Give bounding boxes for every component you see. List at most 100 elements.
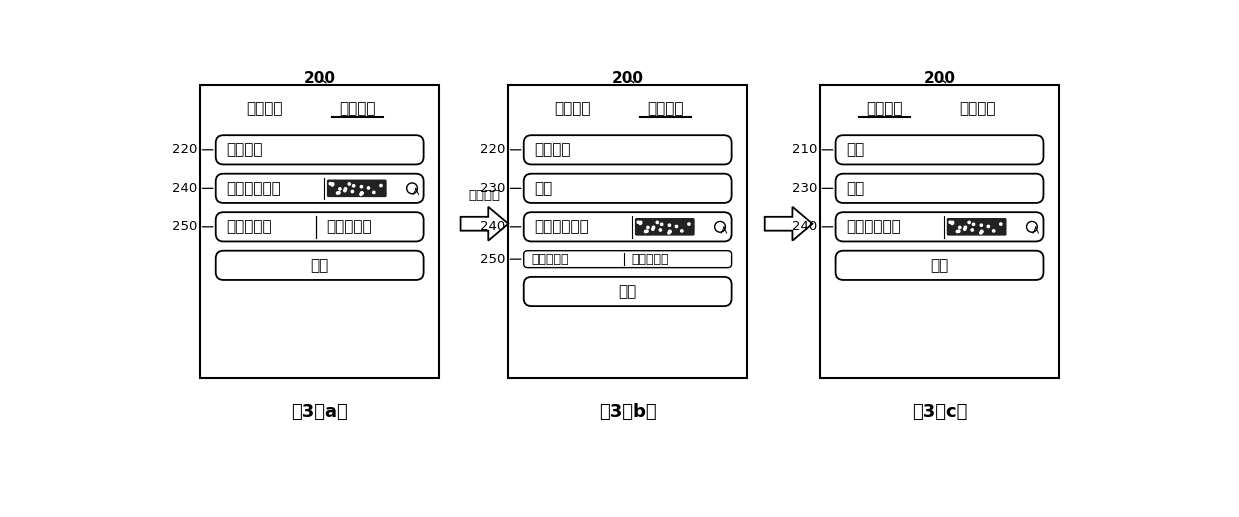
FancyBboxPatch shape bbox=[327, 179, 387, 197]
Text: 邮箱: 邮箱 bbox=[846, 142, 865, 157]
Circle shape bbox=[338, 192, 341, 194]
Circle shape bbox=[367, 187, 369, 189]
Circle shape bbox=[688, 223, 690, 225]
Text: 手机登录: 手机登录 bbox=[339, 101, 377, 116]
Text: 请输入验证码: 请输入验证码 bbox=[846, 219, 901, 234]
Text: 210: 210 bbox=[792, 143, 817, 156]
Circle shape bbox=[964, 226, 966, 229]
Circle shape bbox=[971, 229, 974, 231]
Text: 切换操作: 切换操作 bbox=[468, 189, 501, 202]
Circle shape bbox=[344, 188, 347, 190]
Polygon shape bbox=[764, 207, 813, 241]
Circle shape bbox=[668, 224, 670, 226]
Circle shape bbox=[957, 231, 959, 233]
Text: 220: 220 bbox=[172, 143, 197, 156]
Circle shape bbox=[647, 226, 649, 229]
Circle shape bbox=[359, 193, 362, 195]
Text: 手机验证码: 手机验证码 bbox=[532, 253, 569, 266]
Circle shape bbox=[332, 183, 333, 185]
Circle shape bbox=[980, 230, 983, 233]
Circle shape bbox=[680, 230, 683, 232]
Polygon shape bbox=[461, 207, 508, 241]
Text: 250: 250 bbox=[479, 253, 506, 266]
Circle shape bbox=[652, 228, 654, 230]
Circle shape bbox=[992, 230, 995, 232]
Bar bbox=[508, 85, 747, 378]
Text: 230: 230 bbox=[792, 182, 817, 195]
Bar bbox=[201, 85, 439, 378]
Text: 手机验证码: 手机验证码 bbox=[227, 219, 273, 234]
Text: 登录: 登录 bbox=[930, 258, 949, 273]
FancyBboxPatch shape bbox=[835, 135, 1043, 164]
Circle shape bbox=[337, 192, 338, 194]
Circle shape bbox=[973, 223, 975, 225]
Circle shape bbox=[657, 221, 658, 223]
FancyBboxPatch shape bbox=[216, 251, 424, 280]
FancyBboxPatch shape bbox=[835, 251, 1043, 280]
Circle shape bbox=[675, 225, 678, 227]
Text: 手机登录: 手机登录 bbox=[648, 101, 684, 116]
Text: 220: 220 bbox=[479, 143, 506, 156]
Circle shape bbox=[331, 184, 333, 186]
Circle shape bbox=[959, 226, 961, 229]
Circle shape bbox=[639, 221, 642, 223]
Circle shape bbox=[964, 228, 966, 230]
FancyBboxPatch shape bbox=[524, 251, 731, 268]
Text: 密码: 密码 bbox=[534, 181, 553, 196]
Circle shape bbox=[669, 231, 672, 233]
Circle shape bbox=[980, 232, 983, 234]
Circle shape bbox=[353, 185, 354, 187]
Text: 密码: 密码 bbox=[846, 181, 865, 196]
Circle shape bbox=[660, 223, 663, 225]
Circle shape bbox=[348, 183, 351, 185]
Text: 邮箱登录: 邮箱登录 bbox=[866, 101, 903, 116]
Text: 200: 200 bbox=[923, 71, 955, 86]
Circle shape bbox=[1000, 223, 1002, 225]
Text: 图3（c）: 图3（c） bbox=[912, 403, 968, 421]
Text: 登录: 登录 bbox=[311, 258, 328, 273]
Circle shape bbox=[338, 188, 341, 190]
Text: 请输入验证码: 请输入验证码 bbox=[227, 181, 281, 196]
Circle shape bbox=[639, 222, 642, 224]
Circle shape bbox=[373, 191, 375, 193]
Text: 获取验证码: 获取验证码 bbox=[326, 219, 372, 234]
Text: 240: 240 bbox=[479, 220, 506, 233]
Circle shape bbox=[949, 221, 952, 223]
Circle shape bbox=[952, 222, 953, 224]
Circle shape bbox=[659, 229, 662, 231]
Circle shape bbox=[361, 192, 363, 194]
Text: 邮箱登录: 邮箱登录 bbox=[555, 101, 591, 116]
FancyBboxPatch shape bbox=[216, 135, 424, 164]
Text: 手机号码: 手机号码 bbox=[534, 142, 571, 157]
Circle shape bbox=[987, 225, 990, 227]
Circle shape bbox=[958, 230, 960, 232]
FancyBboxPatch shape bbox=[524, 277, 731, 306]
FancyBboxPatch shape bbox=[634, 218, 695, 236]
Text: 230: 230 bbox=[479, 182, 506, 195]
Text: 手机登录: 手机登录 bbox=[959, 101, 996, 116]
Circle shape bbox=[646, 230, 648, 232]
Circle shape bbox=[980, 224, 983, 226]
Circle shape bbox=[361, 192, 363, 194]
FancyBboxPatch shape bbox=[524, 212, 731, 241]
Text: 200: 200 bbox=[612, 71, 644, 86]
Circle shape bbox=[343, 189, 346, 192]
Text: 图3（b）: 图3（b） bbox=[598, 403, 657, 421]
FancyBboxPatch shape bbox=[947, 218, 1006, 236]
Circle shape bbox=[361, 186, 363, 188]
Text: 邮箱登录: 邮箱登录 bbox=[247, 101, 282, 116]
Circle shape bbox=[330, 183, 332, 185]
FancyBboxPatch shape bbox=[524, 135, 731, 164]
Text: 240: 240 bbox=[792, 220, 817, 233]
FancyBboxPatch shape bbox=[524, 174, 731, 203]
Circle shape bbox=[952, 221, 954, 223]
FancyBboxPatch shape bbox=[216, 174, 424, 203]
Bar bbox=[820, 85, 1059, 378]
Text: 登录: 登录 bbox=[618, 284, 637, 299]
Text: 200: 200 bbox=[304, 71, 336, 86]
FancyBboxPatch shape bbox=[216, 212, 424, 241]
FancyBboxPatch shape bbox=[835, 174, 1043, 203]
Circle shape bbox=[653, 226, 654, 229]
Circle shape bbox=[669, 230, 672, 233]
Circle shape bbox=[668, 232, 670, 234]
